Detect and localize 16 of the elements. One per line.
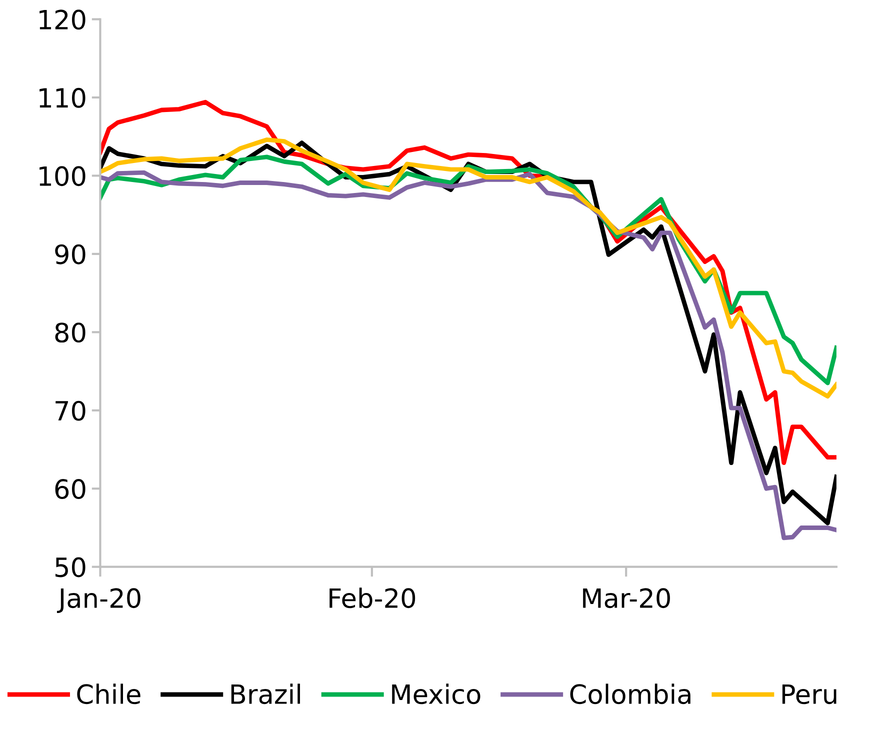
- y-tick-label: 120: [40, 10, 86, 30]
- y-tick-label: 60: [55, 479, 86, 500]
- x-tick-label: Jan-20: [56, 588, 140, 614]
- legend-label: Chile: [77, 684, 140, 704]
- y-tick-label: 90: [55, 244, 86, 264]
- x-tick-label: Mar-20: [583, 588, 670, 608]
- legend-label: Mexico: [392, 684, 480, 704]
- y-tick-label: 70: [56, 400, 86, 421]
- y-tick-label: 50: [55, 557, 86, 578]
- y-tick-label: 80: [55, 322, 86, 343]
- y-tick-label: 100: [40, 166, 86, 186]
- legend-label: Peru: [782, 684, 836, 704]
- x-tick-label: Feb-20: [330, 588, 416, 608]
- legend-label: Colombia: [570, 684, 690, 704]
- legend-label: Brazil: [231, 684, 300, 704]
- y-tick-label: 110: [40, 88, 86, 108]
